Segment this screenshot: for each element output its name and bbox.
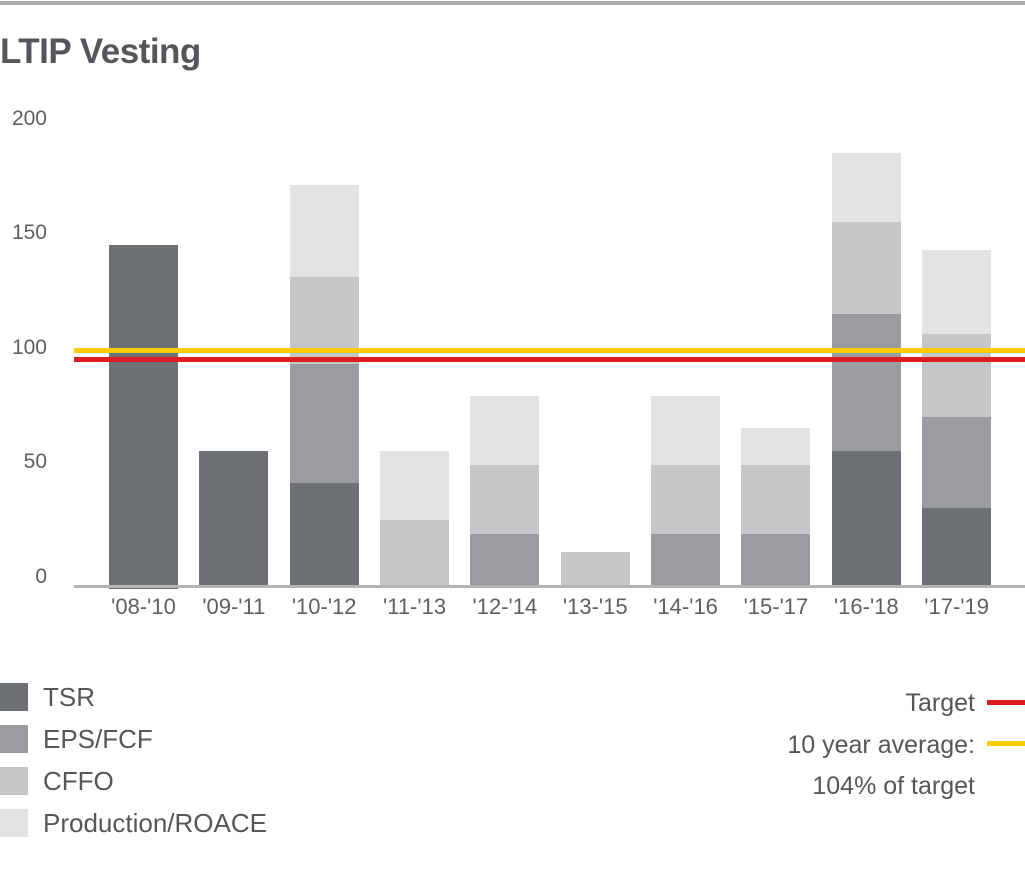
target-line-swatch (987, 700, 1025, 705)
tsr-swatch (0, 683, 28, 711)
x-axis-label: '17-'19 (924, 594, 989, 619)
eps-fcf-label: EPS/FCF (43, 723, 153, 754)
target-legend-label: Target (905, 689, 975, 717)
eps-fcf-swatch (0, 725, 28, 753)
average-line-swatch (987, 741, 1025, 746)
tsr-label: TSR (43, 681, 95, 712)
bar-segment (922, 249, 992, 335)
y-axis-tick-label: 0 (35, 564, 47, 588)
average-line (74, 347, 1025, 353)
x-axis-label: '11-'13 (383, 594, 447, 619)
bar-segment (741, 533, 811, 589)
x-axis-label: '14-'16 (653, 594, 718, 619)
bar-segment (651, 464, 721, 534)
x-axis-label: '08-'10 (111, 594, 176, 619)
bar-segment (470, 396, 540, 465)
top-rule (0, 1, 1025, 5)
legend-item-production-roace: Production/ROACE (0, 807, 267, 838)
x-axis-label: '10-'12 (291, 594, 357, 619)
bar-segment (741, 428, 811, 465)
average-legend-label-line2: 104% of target (812, 772, 975, 800)
bar-segment (560, 551, 630, 589)
bar-segment (741, 464, 811, 534)
x-axis-label: '12-'14 (472, 594, 538, 619)
legend-item-tsr: TSR (0, 681, 267, 712)
production-roace-swatch (0, 809, 28, 837)
x-axis-label: '15-'17 (743, 594, 809, 619)
y-axis-tick-label: 100 (11, 335, 47, 359)
series-legend: TSR EPS/FCF CFFO Production/ROACE (0, 681, 267, 851)
average-legend-label-line1: 10 year average: (787, 731, 975, 759)
legend-item-cffo: CFFO (0, 765, 267, 796)
bar-segment (380, 451, 450, 520)
bar-segment (831, 313, 901, 452)
bar-segment (922, 416, 992, 509)
bar-segment (470, 533, 540, 589)
y-axis-tick-label: 200 (11, 106, 47, 130)
bar-segment (831, 153, 901, 223)
x-axis-label: '13-'15 (562, 594, 628, 619)
bar-segment (289, 483, 359, 589)
bar-segment (109, 245, 178, 589)
bar-segment (831, 222, 901, 314)
bar-segment (922, 334, 992, 417)
legend-item-eps-fcf: EPS/FCF (0, 723, 267, 754)
x-axis-label: '09-'11 (202, 594, 266, 619)
production-roace-label: Production/ROACE (43, 807, 267, 838)
target-line (74, 357, 1025, 362)
bar-segment (199, 451, 269, 589)
chart-title: LTIP Vesting (0, 32, 201, 72)
bar-segment (922, 508, 992, 589)
bar-segment (831, 451, 901, 589)
x-axis-label: '16-'18 (833, 594, 899, 619)
cffo-label: CFFO (43, 765, 114, 796)
bar-segment (470, 464, 540, 534)
cffo-swatch (0, 767, 28, 795)
x-axis-line (74, 585, 1025, 588)
bar-segment (651, 396, 721, 465)
bar-segment (289, 185, 359, 278)
bar-segment (289, 364, 359, 484)
y-axis-tick-label: 150 (11, 221, 47, 244)
bar-segment (651, 533, 721, 589)
bar-segment (380, 519, 450, 589)
y-axis-tick-label: 50 (23, 450, 47, 473)
